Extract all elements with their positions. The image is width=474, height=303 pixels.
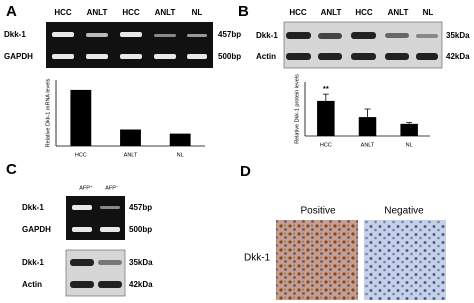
lane-label: ANLT: [155, 8, 176, 17]
gel-image: [46, 22, 213, 68]
x-tick-label: ANLT: [124, 152, 138, 158]
panel-letter: B: [238, 3, 249, 20]
bar: [169, 133, 191, 146]
panel-letter: A: [6, 3, 17, 20]
y-axis-label: Relative Dkk-1 mRNA levels: [45, 78, 51, 147]
x-tick-label: HCC: [75, 152, 87, 158]
row-label: Dkk-1: [22, 203, 44, 212]
row-label: GAPDH: [22, 225, 51, 234]
gel-bands: [72, 205, 120, 232]
blot-image: [65, 249, 126, 297]
bar: [317, 100, 335, 136]
row-label: Actin: [22, 280, 42, 289]
size-label: 457bp: [218, 30, 241, 39]
size-label: 42kDa: [446, 52, 470, 61]
blot-image: [283, 21, 443, 69]
lane-label: NL: [423, 8, 434, 17]
size-label: 500bp: [129, 225, 152, 234]
size-label: 35kDa: [446, 31, 470, 40]
gel-bands: [52, 32, 207, 59]
gel-image: [66, 196, 125, 240]
panel-letter: D: [240, 163, 251, 180]
x-tick-label: HCC: [320, 142, 332, 148]
column-label: Positive: [300, 206, 335, 217]
bar: [358, 117, 377, 136]
lane-labels: HCC ANLT HCC ANLT NL: [289, 8, 433, 17]
lane-label: NL: [192, 8, 203, 17]
panel-letter: C: [6, 161, 17, 178]
x-tick-label: ANLT: [361, 142, 375, 148]
lane-label: AFP⁻: [105, 185, 119, 191]
error-bar: [406, 122, 413, 124]
bar: [70, 89, 92, 146]
row-label: GAPDH: [4, 52, 33, 61]
ihc-image: [276, 220, 358, 300]
annotation: **: [323, 84, 329, 93]
error-bar: [322, 93, 329, 101]
lane-label: AFP⁺: [79, 184, 93, 191]
lane-label: ANLT: [321, 8, 342, 17]
blot-bands: [286, 32, 438, 60]
x-tick-label: NL: [406, 142, 413, 148]
row-label: Dkk-1: [4, 30, 26, 39]
lane-label: HCC: [355, 8, 373, 17]
row-label: Dkk-1: [22, 258, 44, 267]
size-label: 457bp: [129, 203, 152, 212]
blot-bands: [70, 259, 122, 288]
x-tick-label: NL: [177, 152, 184, 158]
lane-labels: HCC ANLT HCC ANLT NL: [54, 8, 202, 17]
size-label: 500bp: [218, 52, 241, 61]
y-axis-label: Relative Dkk-1 protein levels: [294, 74, 300, 144]
error-bar: [364, 108, 371, 118]
row-label: Actin: [256, 52, 276, 61]
lane-label: HCC: [54, 8, 72, 17]
size-label: 42kDa: [129, 280, 153, 289]
row-label: Dkk-1: [244, 253, 271, 264]
bar: [400, 123, 418, 136]
row-label: Dkk-1: [256, 31, 278, 40]
size-label: 35kDa: [129, 258, 153, 267]
lane-label: HCC: [289, 8, 307, 17]
column-label: Negative: [384, 206, 424, 217]
lane-label: ANLT: [388, 8, 409, 17]
lane-label: HCC: [122, 8, 140, 17]
bar: [120, 129, 141, 146]
lane-label: ANLT: [87, 8, 108, 17]
ihc-image: [364, 220, 446, 300]
